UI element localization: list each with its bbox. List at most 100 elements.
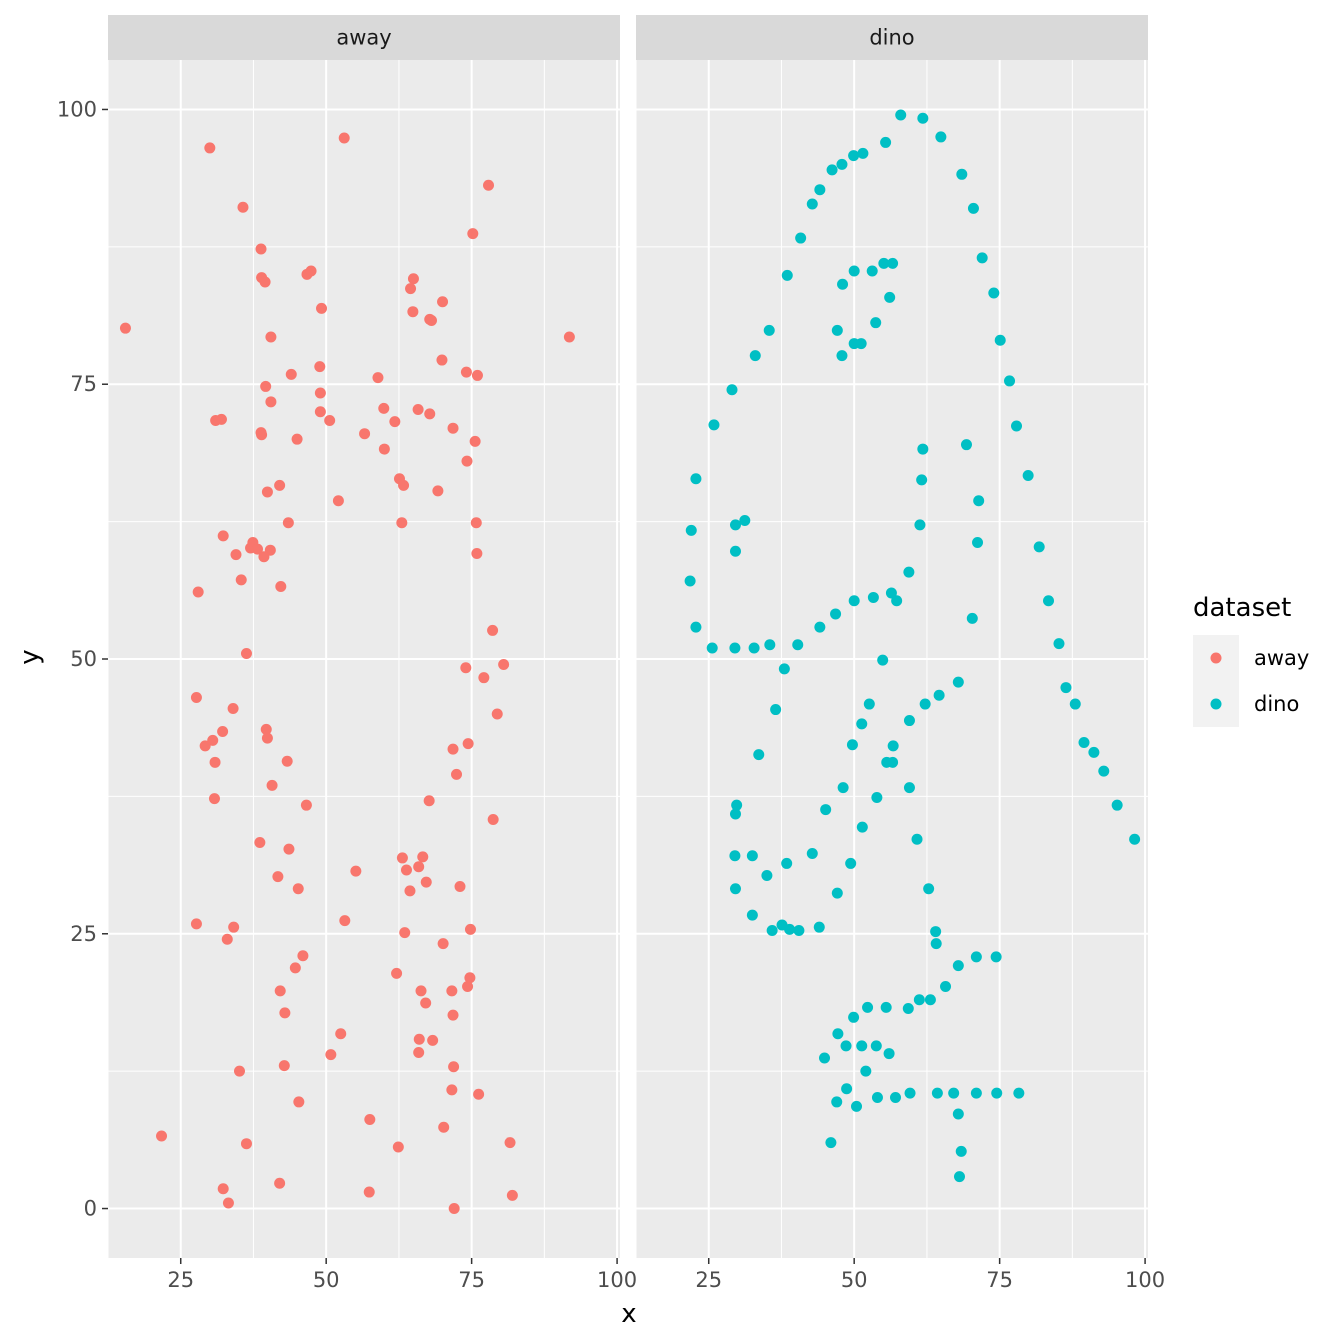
- data-point-dino: [880, 136, 892, 148]
- data-point-dino: [778, 663, 790, 675]
- data-point-away: [473, 1088, 485, 1100]
- data-point-dino: [837, 782, 849, 794]
- data-point-away: [260, 380, 272, 392]
- data-point-away: [396, 852, 408, 864]
- data-point-dino: [1078, 737, 1090, 749]
- data-point-away: [396, 517, 408, 529]
- data-point-dino: [766, 924, 778, 936]
- data-point-away: [413, 1033, 425, 1045]
- data-point-dino: [940, 981, 952, 993]
- data-point-dino: [831, 887, 843, 899]
- data-point-dino: [855, 338, 867, 350]
- data-point-away: [436, 354, 448, 366]
- data-point-dino: [763, 324, 775, 336]
- data-point-dino: [708, 419, 720, 431]
- data-point-away: [314, 361, 326, 373]
- x-axis-away: 25 50 75 100: [167, 1258, 637, 1292]
- data-point-away: [415, 985, 427, 997]
- legend-key-point: [1210, 698, 1222, 710]
- data-point-away: [447, 1009, 459, 1021]
- data-point-dino: [837, 278, 849, 290]
- data-point-away: [265, 331, 277, 343]
- data-point-away: [437, 938, 449, 950]
- data-point-dino: [988, 287, 1000, 299]
- x-axis-dino: 25 50 75 100: [695, 1258, 1165, 1292]
- data-point-dino: [923, 883, 935, 895]
- data-point-dino: [1088, 746, 1100, 758]
- data-point-dino: [916, 474, 928, 486]
- data-point-dino: [976, 252, 988, 264]
- data-point-dino: [856, 1040, 868, 1052]
- data-point-dino: [867, 591, 879, 603]
- data-point-dino: [904, 1087, 916, 1099]
- data-point-away: [420, 876, 432, 888]
- data-point-away: [222, 1197, 234, 1209]
- data-point-away: [464, 972, 476, 984]
- data-point-away: [297, 950, 309, 962]
- y-tick-label: 0: [84, 1197, 97, 1221]
- data-point-dino: [748, 642, 760, 654]
- data-point-away: [392, 1141, 404, 1153]
- data-point-away: [427, 1034, 439, 1046]
- data-point-dino: [960, 439, 972, 451]
- data-point-away: [217, 726, 229, 738]
- data-point-dino: [862, 1001, 874, 1013]
- data-point-dino: [820, 804, 832, 816]
- data-point-away: [437, 296, 449, 308]
- data-point-dino: [848, 150, 860, 162]
- x-axes: 25 50 75 100 25 50 75 100: [167, 1258, 1165, 1292]
- data-point-dino: [836, 158, 848, 170]
- data-point-dino: [856, 821, 868, 833]
- data-point-dino: [930, 938, 942, 950]
- data-point-away: [314, 387, 326, 399]
- data-point-away: [316, 302, 328, 314]
- data-point-dino: [684, 575, 696, 587]
- data-point-dino: [813, 921, 825, 933]
- data-point-dino: [831, 324, 843, 336]
- data-point-dino: [1011, 420, 1023, 432]
- data-point-dino: [1043, 595, 1055, 607]
- x-tick-label: 100: [597, 1268, 637, 1292]
- data-point-dino: [746, 850, 758, 862]
- data-point-dino: [891, 595, 903, 607]
- data-point-away: [372, 372, 384, 384]
- data-point-dino: [851, 1100, 863, 1112]
- data-point-dino: [729, 642, 741, 654]
- data-point-away: [281, 755, 293, 767]
- y-tick-label: 100: [57, 97, 97, 121]
- legend: dataset away dino: [1193, 593, 1309, 727]
- data-point-dino: [917, 443, 929, 455]
- data-point-away: [404, 885, 416, 897]
- data-point-dino: [956, 168, 968, 180]
- data-point-dino: [1013, 1087, 1025, 1099]
- data-point-away: [190, 918, 202, 930]
- data-point-dino: [914, 519, 926, 531]
- data-point-dino: [870, 1040, 882, 1052]
- data-point-away: [217, 1183, 229, 1195]
- data-point-away: [563, 331, 575, 343]
- data-point-away: [260, 723, 272, 735]
- legend-entries: away dino: [1193, 635, 1309, 727]
- data-point-away: [190, 691, 202, 703]
- data-point-dino: [792, 639, 804, 651]
- y-tick-label: 75: [70, 372, 97, 396]
- data-point-away: [487, 813, 499, 825]
- data-point-dino: [856, 718, 868, 730]
- data-point-away: [506, 1189, 518, 1201]
- data-point-dino: [739, 515, 751, 527]
- data-point-dino: [848, 1011, 860, 1023]
- data-point-dino: [784, 923, 796, 935]
- data-point-dino: [836, 350, 848, 362]
- data-point-dino: [706, 642, 718, 654]
- data-point-dino: [924, 994, 936, 1006]
- x-tick-label: 50: [313, 1268, 340, 1292]
- data-point-away: [259, 276, 271, 288]
- data-point-away: [470, 517, 482, 529]
- data-point-away: [460, 366, 472, 378]
- data-point-dino: [729, 519, 741, 531]
- data-point-dino: [848, 595, 860, 607]
- data-point-dino: [994, 334, 1006, 346]
- data-point-dino: [871, 791, 883, 803]
- data-point-away: [378, 402, 390, 414]
- data-point-dino: [1060, 682, 1072, 694]
